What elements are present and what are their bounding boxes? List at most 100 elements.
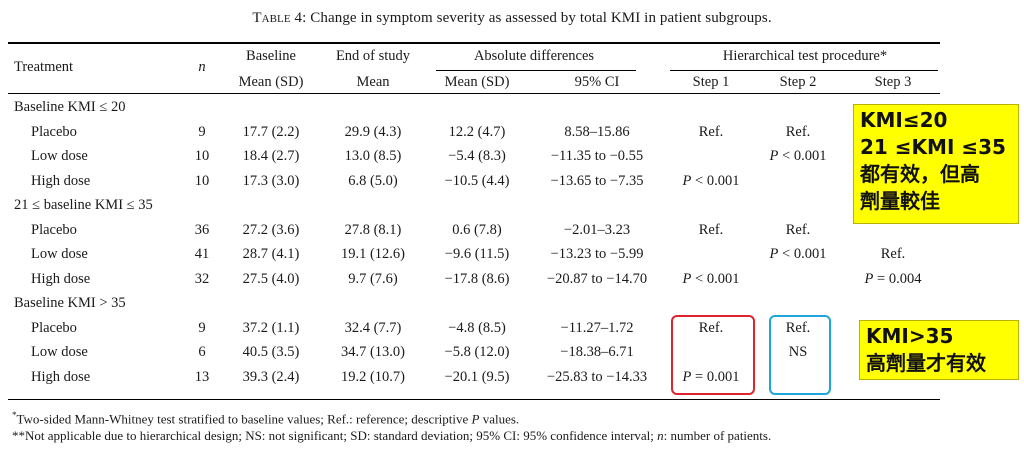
cell-abs-diff: −4.8 (8.5) [448, 319, 506, 336]
note-box-high-kmi: KMI>35 高劑量才有效 [859, 320, 1019, 380]
note-box-low-mid-kmi: KMI≤20 21 ≤KMI ≤35 都有效，但高 劑量較佳 [853, 104, 1019, 224]
header-step3: Step 3 [874, 74, 912, 90]
cell-end-of-study: 19.2 (10.7) [340, 368, 406, 385]
footnote-text: Two-sided Mann-Whitney test stratified t… [16, 411, 520, 427]
header-diff-mean-sd: Mean (SD) [444, 74, 510, 90]
cell-n: 9 [198, 123, 206, 140]
cell-step2: Ref. [785, 123, 811, 140]
group-label: Baseline KMI ≤ 20 [14, 99, 126, 115]
header-baseline: Baseline [246, 48, 296, 64]
cell-step1: Ref. [698, 221, 724, 238]
hier-span-line [670, 70, 938, 71]
cell-ci: −20.87 to −14.70 [546, 270, 648, 287]
cell-step2: P < 0.001 [769, 148, 827, 164]
cell-baseline: 17.7 (2.2) [242, 123, 300, 140]
cell-abs-diff: −9.6 (11.5) [444, 246, 510, 262]
note-line: 21 ≤KMI ≤35 [860, 135, 1006, 159]
cell-baseline: 27.5 (4.0) [242, 270, 300, 287]
cell-treatment: Placebo [31, 221, 77, 238]
cell-treatment: Low dose [31, 246, 88, 262]
caption-text: : Change in symptom severity as assessed… [302, 10, 772, 26]
step1-highlight-box [671, 315, 755, 395]
note-line: KMI≤20 [860, 108, 948, 132]
abs-diff-span-line [436, 70, 636, 71]
cell-ci: −2.01–3.23 [563, 221, 631, 238]
cell-treatment: Placebo [31, 123, 77, 140]
header-rule [8, 93, 940, 94]
cell-treatment: Low dose [31, 344, 88, 360]
cell-treatment: High dose [31, 270, 91, 287]
top-rule [8, 42, 940, 44]
cell-step2: P < 0.001 [769, 246, 827, 262]
cell-abs-diff: 0.6 (7.8) [452, 221, 502, 238]
step2-highlight-box [769, 315, 831, 395]
cell-end-of-study: 29.9 (4.3) [344, 123, 402, 140]
cell-treatment: Placebo [31, 319, 77, 336]
cell-step1: P = 0.001 [682, 368, 740, 385]
footnote-mark: * [12, 410, 17, 420]
cell-step1: P < 0.001 [682, 270, 740, 287]
cell-abs-diff: −5.4 (8.3) [448, 148, 506, 164]
cell-baseline: 27.2 (3.6) [242, 221, 300, 238]
header-end-mean: Mean [356, 74, 390, 90]
header-ci: 95% CI [574, 74, 620, 90]
group-label: Baseline KMI > 35 [14, 295, 126, 311]
cell-ci: −25.83 to −14.33 [546, 368, 648, 385]
cell-baseline: 17.3 (3.0) [242, 172, 300, 189]
caption-label: Table 4 [252, 10, 303, 26]
cell-baseline: 39.3 (2.4) [242, 368, 300, 385]
cell-step3: Ref. [880, 246, 906, 262]
cell-end-of-study: 32.4 (7.7) [344, 319, 402, 336]
cell-ci: −13.65 to −7.35 [550, 172, 644, 189]
footnote-2: **Not applicable due to hierarchical des… [12, 428, 771, 444]
footnote-text: Not applicable due to hierarchical desig… [25, 428, 772, 443]
cell-end-of-study: 13.0 (8.5) [344, 148, 402, 164]
header-step2: Step 2 [779, 74, 817, 90]
cell-end-of-study: 9.7 (7.6) [348, 270, 398, 287]
cell-abs-diff: −5.8 (12.0) [444, 344, 510, 360]
cell-n: 6 [198, 344, 206, 360]
cell-step1: Ref. [698, 319, 724, 336]
cell-step2: Ref. [785, 221, 811, 238]
cell-n: 32 [194, 270, 210, 287]
cell-step2: Ref. [785, 319, 811, 336]
note-line: 高劑量才有效 [866, 351, 986, 375]
cell-abs-diff: −20.1 (9.5) [444, 368, 510, 385]
cell-ci: −11.27–1.72 [560, 319, 634, 336]
table-caption: Table 4: Change in symptom severity as a… [0, 10, 1024, 27]
cell-step1: Ref. [698, 123, 724, 140]
cell-end-of-study: 27.8 (8.1) [344, 221, 402, 238]
header-step1: Step 1 [692, 74, 730, 90]
cell-end-of-study: 19.1 (12.6) [340, 246, 406, 262]
cell-ci: 8.58–15.86 [564, 123, 630, 140]
cell-ci: −11.35 to −0.55 [550, 148, 644, 164]
cell-treatment: Low dose [31, 148, 88, 164]
cell-n: 10 [194, 148, 210, 164]
cell-baseline: 18.4 (2.7) [242, 148, 300, 164]
cell-abs-diff: 12.2 (4.7) [448, 123, 506, 140]
cell-n: 36 [194, 221, 210, 238]
cell-n: 41 [194, 246, 210, 262]
cell-abs-diff: −17.8 (8.6) [444, 270, 510, 287]
header-absolute-differences: Absolute differences [473, 48, 595, 64]
cell-treatment: High dose [31, 172, 91, 189]
cell-step1: P < 0.001 [682, 172, 740, 189]
header-hierarchical-test: Hierarchical test procedure* [722, 48, 888, 64]
footnote-1: *Two-sided Mann-Whitney test stratified … [12, 410, 519, 427]
cell-end-of-study: 34.7 (13.0) [340, 344, 406, 360]
cell-treatment: High dose [31, 368, 91, 385]
group-label: 21 ≤ baseline KMI ≤ 35 [14, 197, 153, 213]
header-treatment: Treatment [14, 59, 74, 75]
cell-ci: −13.23 to −5.99 [550, 246, 644, 262]
cell-n: 9 [198, 319, 206, 336]
cell-ci: −18.38–6.71 [560, 344, 634, 360]
cell-n: 13 [194, 368, 210, 385]
cell-baseline: 40.5 (3.5) [242, 344, 300, 360]
footnote-mark: ** [12, 428, 25, 443]
note-line: 都有效，但高 [860, 162, 980, 186]
note-line: 劑量較佳 [860, 189, 940, 213]
cell-abs-diff: −10.5 (4.4) [444, 172, 510, 189]
header-n: n [198, 59, 206, 75]
cell-end-of-study: 6.8 (5.0) [348, 172, 398, 189]
bottom-rule [8, 399, 940, 400]
